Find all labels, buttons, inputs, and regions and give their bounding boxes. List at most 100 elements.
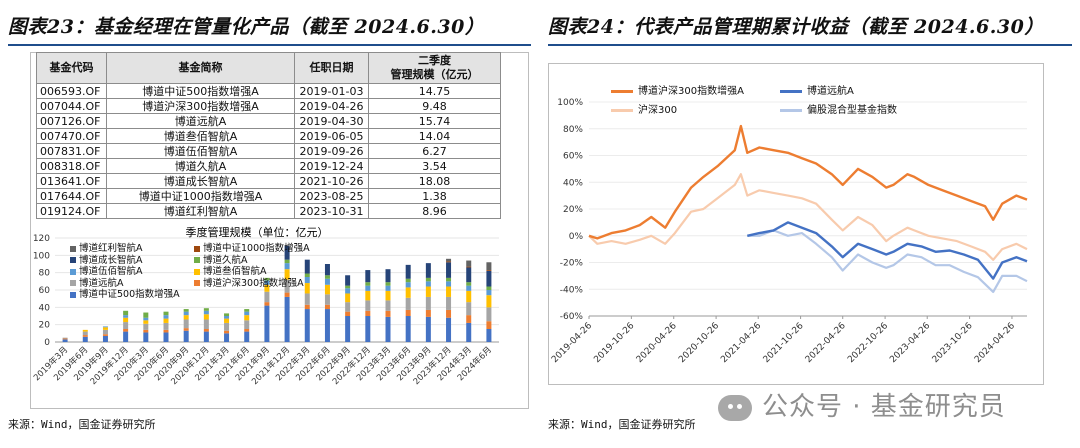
legend-swatch bbox=[70, 257, 76, 263]
bar-segment bbox=[425, 286, 431, 297]
bar-segment bbox=[425, 281, 431, 287]
bar-segment bbox=[143, 323, 149, 330]
bar-segment bbox=[224, 330, 230, 334]
bar-segment bbox=[466, 260, 472, 267]
bar-segment bbox=[425, 296, 431, 310]
bar-segment bbox=[304, 283, 310, 294]
table-cell: 6.27 bbox=[368, 143, 501, 159]
bar-segment bbox=[365, 310, 371, 316]
bar-segment bbox=[264, 291, 270, 303]
table-cell: 019124.OF bbox=[36, 203, 107, 219]
table-header-cell: 基金简称 bbox=[106, 52, 295, 84]
bar-y-tick-label: 20 bbox=[39, 321, 51, 331]
bar-segment bbox=[102, 327, 108, 330]
bar-segment bbox=[405, 309, 411, 316]
bar-segment bbox=[365, 300, 371, 311]
bar-segment bbox=[183, 311, 189, 316]
table-cell: 2019-01-03 bbox=[294, 83, 369, 99]
bar-segment bbox=[244, 309, 250, 312]
bar-segment bbox=[304, 273, 310, 277]
bar-segment bbox=[324, 304, 330, 310]
table-cell: 2021-10-26 bbox=[294, 173, 369, 189]
bar-marks bbox=[62, 245, 492, 342]
bar-segment bbox=[405, 297, 411, 310]
table-cell: 2023-10-31 bbox=[294, 203, 369, 219]
bar-segment bbox=[466, 267, 472, 283]
bar-segment bbox=[324, 275, 330, 279]
return-x-tick-label: 2019-10-26 bbox=[592, 321, 636, 365]
bar-legend-item: 博道叁佰智航A bbox=[194, 263, 267, 277]
legend-label: 偏股混合型基金指数 bbox=[807, 105, 897, 116]
table-cell: 9.48 bbox=[368, 98, 501, 114]
legend-swatch bbox=[194, 245, 200, 252]
bar-segment bbox=[244, 311, 250, 316]
bar-legend-item: 博道成长智航A bbox=[70, 252, 143, 266]
fund-table-header-row: 基金代码 基金简称 任职日期 二季度 管理规模（亿元） bbox=[36, 52, 501, 84]
bar-segment bbox=[304, 259, 310, 274]
bar-segment bbox=[324, 264, 330, 276]
bar-segment bbox=[365, 316, 371, 342]
bar-segment bbox=[345, 288, 351, 294]
bar-legend-item: 博道伍佰智航A bbox=[70, 263, 143, 277]
bar-segment bbox=[284, 279, 290, 293]
bar-segment bbox=[304, 309, 310, 342]
return-series-line bbox=[588, 173, 1028, 261]
watermark: 公众号 · 基金研究员 bbox=[718, 386, 1006, 423]
legend-label: 博道沪深300指数增强A bbox=[638, 86, 744, 97]
bar-segment bbox=[486, 262, 492, 271]
table-cell: 2023-08-25 bbox=[294, 188, 369, 204]
legend-label: 沪深300 bbox=[638, 105, 678, 116]
bar-segment bbox=[102, 326, 108, 328]
bar-segment bbox=[244, 320, 250, 329]
bar-segment bbox=[102, 334, 108, 336]
bar-segment bbox=[345, 302, 351, 312]
bar-segment bbox=[284, 296, 290, 342]
bar-segment bbox=[446, 286, 452, 297]
bar-segment bbox=[385, 290, 391, 301]
table-cell: 007470.OF bbox=[36, 128, 107, 144]
bar-segment bbox=[163, 332, 169, 342]
table-cell: 博道沪深300指数增强A bbox=[106, 98, 295, 114]
return-y-tick-label: 80% bbox=[563, 125, 583, 135]
aum-stacked-bar-chart: 0 20 40 60 80 100 120 2019年3月2019年6月2019年9月201… bbox=[31, 225, 499, 387]
bar-segment bbox=[264, 277, 270, 281]
legend-swatch bbox=[194, 268, 200, 275]
return-series-line bbox=[747, 221, 1028, 280]
table-cell: 博道成长智航A bbox=[106, 173, 295, 189]
bar-segment bbox=[62, 338, 68, 340]
table-header-cell: 基金代码 bbox=[36, 52, 107, 84]
bar-segment bbox=[224, 316, 230, 319]
table-cell: 007831.OF bbox=[36, 143, 107, 159]
legend-swatch bbox=[194, 280, 200, 286]
return-x-tick-label: 2022-04-26 bbox=[804, 321, 848, 365]
legend-swatch bbox=[70, 245, 76, 252]
bar-segment bbox=[163, 322, 169, 330]
bar-segment bbox=[304, 293, 310, 305]
bar-segment bbox=[163, 315, 169, 319]
bar-segment bbox=[466, 322, 472, 342]
bar-segment bbox=[466, 266, 472, 268]
bar-segment bbox=[324, 284, 330, 295]
bar-legend-item: 博道中证1000指数增强A bbox=[194, 240, 310, 254]
bar-segment bbox=[486, 329, 492, 342]
bar-segment bbox=[425, 316, 431, 342]
return-x-tick-label: 2022-10-26 bbox=[846, 321, 890, 365]
legend-line-swatch bbox=[611, 89, 633, 93]
bar-segment bbox=[446, 309, 452, 318]
bar-legend-item: 博道久航A bbox=[194, 252, 248, 266]
bar-segment bbox=[264, 302, 270, 306]
bar-segment bbox=[486, 270, 492, 271]
legend-line-swatch bbox=[780, 89, 802, 93]
cumulative-return-line-chart: -60% -40% -20% 0% 20% 40% 60% 80% 100% 2019-04-2… bbox=[550, 98, 1028, 365]
bar-segment bbox=[284, 245, 290, 260]
table-row: 006593.OF 博道中证500指数增强A 2019-01-03 14.75 bbox=[36, 83, 501, 99]
return-legend-item: 博道沪深300指数增强A bbox=[611, 82, 744, 97]
table-cell: 14.04 bbox=[368, 128, 501, 144]
bar-y-tick-label: 40 bbox=[39, 303, 51, 313]
bar-segment bbox=[385, 300, 391, 311]
bar-segment bbox=[203, 331, 209, 342]
bar-legend-item: 博道远航A bbox=[70, 275, 124, 289]
bar-segment bbox=[284, 292, 290, 297]
bar-segment bbox=[183, 319, 189, 329]
bar-segment bbox=[82, 336, 88, 342]
